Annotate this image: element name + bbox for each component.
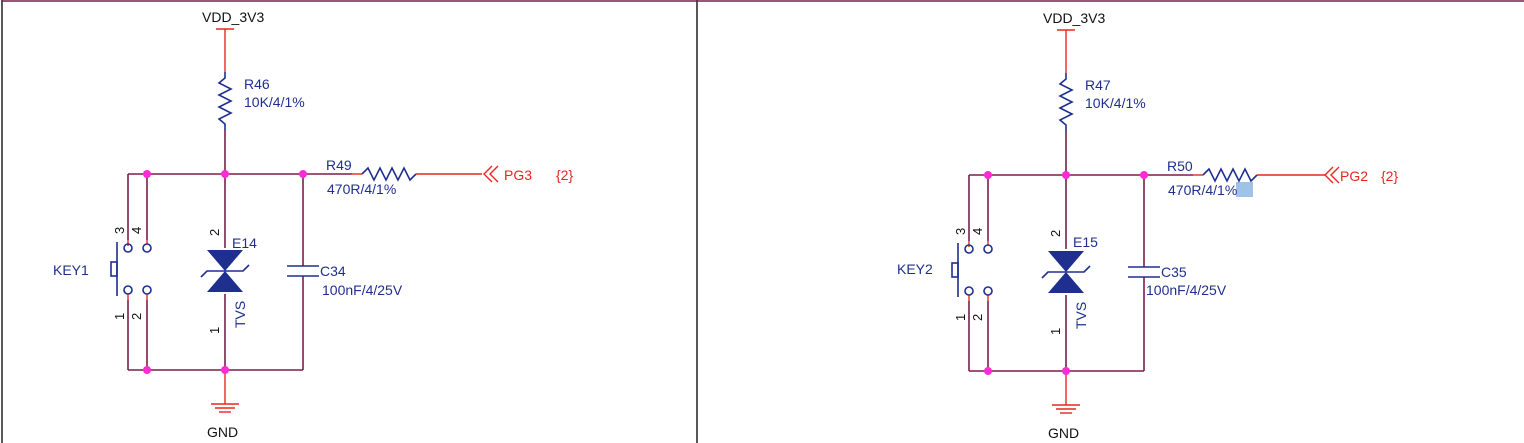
key-contact-2 [983, 286, 993, 296]
tvs-pin-bottom: 1 [1048, 328, 1063, 335]
supply-label: VDD_3V3 [1043, 10, 1105, 26]
port-arrow-outer[interactable] [483, 165, 493, 183]
junction-dot [984, 367, 992, 375]
key-pin-label-3: 3 [953, 228, 968, 235]
tvs-bar[interactable] [200, 264, 250, 278]
key-plunger [110, 261, 118, 277]
series-resistor[interactable] [1202, 167, 1258, 183]
selection-highlight [1236, 182, 1253, 197]
button-circuit-left[interactable]: VDD_3V3 R46 10K/4/1% R49 470R/4/1% PG3 {… [53, 9, 573, 440]
key-contact-1 [123, 285, 133, 295]
key-contact-1 [964, 286, 974, 296]
key-contact-4 [142, 243, 152, 253]
key-pin-label-3: 3 [112, 227, 127, 234]
ground-label: GND [1048, 425, 1079, 441]
junction-dot [143, 366, 151, 374]
key-pin-label-1: 1 [953, 314, 968, 321]
port-sheet-ref[interactable]: {2} [556, 167, 573, 183]
key-pin-label-4: 4 [970, 228, 985, 235]
tvs-pin-top: 2 [1048, 230, 1063, 237]
pullup-value: 10K/4/1% [1085, 95, 1146, 111]
key-contact-3 [964, 244, 974, 254]
port-name[interactable]: PG2 [1340, 168, 1368, 184]
pullup-ref: R46 [244, 76, 270, 92]
cap-ref: C35 [1161, 264, 1187, 280]
series-value: 470R/4/1% [327, 181, 396, 197]
ground-label: GND [207, 424, 238, 440]
tvs-ref: E14 [232, 235, 257, 251]
tvs-upper-triangle [207, 250, 243, 271]
junction-dot [143, 170, 151, 178]
key-pin-label-2: 2 [970, 314, 985, 321]
key-ref[interactable]: KEY1 [53, 262, 89, 278]
supply-label: VDD_3V3 [202, 9, 264, 25]
series-ref: R50 [1167, 158, 1193, 174]
button-circuit-right[interactable]: VDD_3V3 R47 10K/4/1% R50 470R/4/1% PG2 {… [897, 10, 1398, 441]
key-pin-label-4: 4 [129, 227, 144, 234]
cap-ref: C34 [320, 263, 346, 279]
series-resistor[interactable] [361, 166, 417, 182]
junction-dot [1062, 171, 1070, 179]
pullup-resistor[interactable] [217, 72, 233, 130]
key-ref[interactable]: KEY2 [897, 261, 933, 277]
tvs-bar[interactable] [1041, 265, 1091, 279]
port-arrow-inner [1330, 166, 1340, 184]
port-name[interactable]: PG3 [504, 167, 532, 183]
port-sheet-ref[interactable]: {2} [1381, 168, 1398, 184]
cap-value: 100nF/4/25V [322, 282, 403, 298]
tvs-pin-bottom: 1 [207, 327, 222, 334]
junction-dot [221, 170, 229, 178]
tvs-upper-triangle [1048, 251, 1084, 272]
tvs-type: TVS [1073, 302, 1089, 329]
key-contact-2 [142, 285, 152, 295]
junction-dot [1062, 367, 1070, 375]
pullup-ref: R47 [1085, 77, 1111, 93]
key-plunger [951, 262, 959, 278]
junction-dot [221, 366, 229, 374]
tvs-ref: E15 [1073, 234, 1098, 250]
tvs-type: TVS [232, 301, 248, 328]
port-arrow-inner [489, 165, 499, 183]
key-contact-3 [123, 243, 133, 253]
pullup-resistor[interactable] [1058, 73, 1074, 131]
tvs-lower-triangle [1048, 272, 1084, 293]
series-ref: R49 [326, 157, 352, 173]
series-value: 470R/4/1% [1168, 182, 1237, 198]
junction-dot [299, 170, 307, 178]
key-contact-4 [983, 244, 993, 254]
key-pin-label-1: 1 [112, 313, 127, 320]
pullup-value: 10K/4/1% [244, 94, 305, 110]
tvs-lower-triangle [207, 271, 243, 292]
cap-value: 100nF/4/25V [1146, 282, 1227, 298]
tvs-pin-top: 2 [207, 229, 222, 236]
junction-dot [984, 171, 992, 179]
key-pin-label-2: 2 [129, 313, 144, 320]
junction-dot [1140, 171, 1148, 179]
